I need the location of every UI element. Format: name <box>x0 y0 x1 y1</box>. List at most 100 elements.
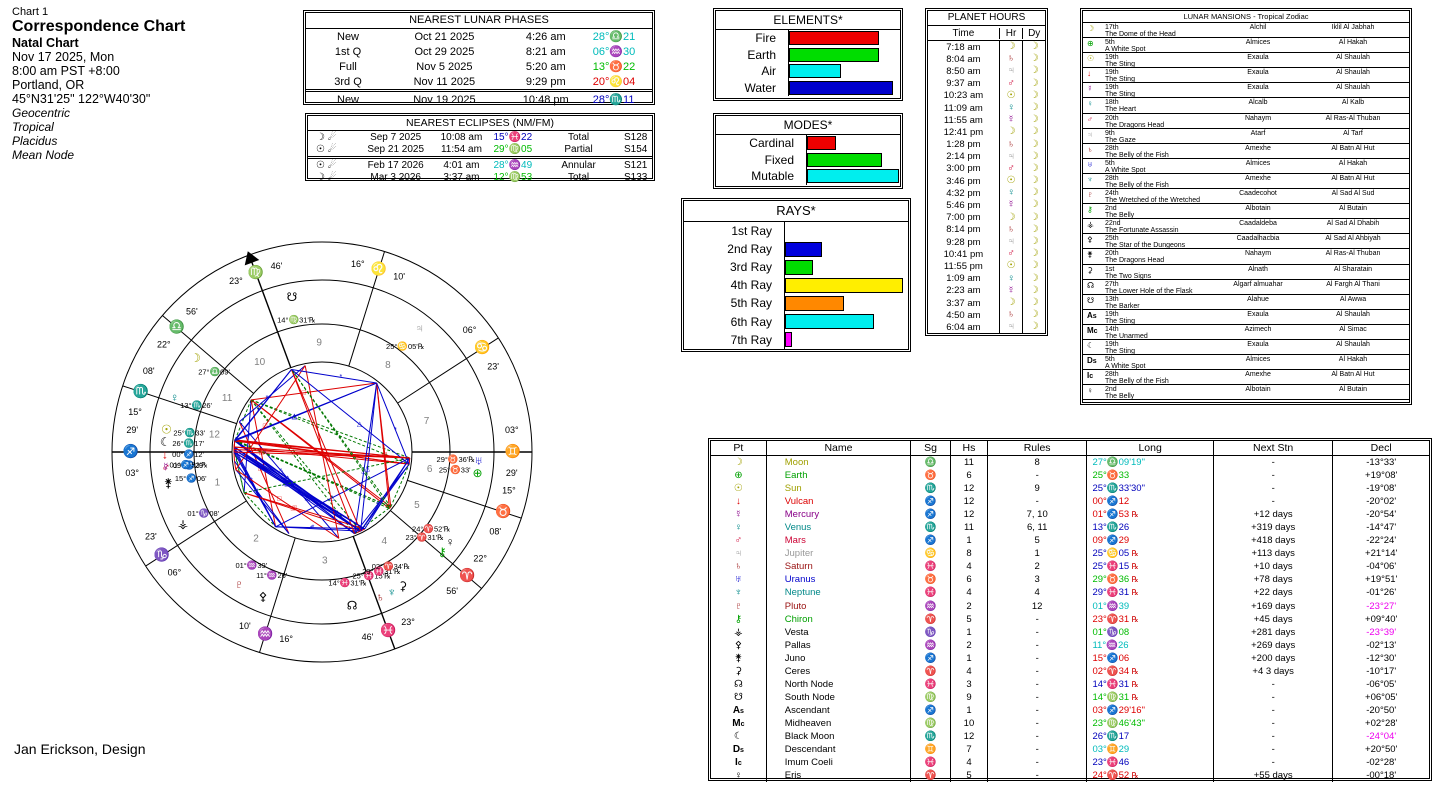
aspect-line-neptune-mc <box>291 369 362 532</box>
hour-time: 8:14 pm <box>946 224 981 236</box>
sign-glyph: ♍ <box>910 716 950 730</box>
mansion-planet-glyph: ♅ <box>1087 160 1093 168</box>
sign-glyph-tau: ♉ <box>924 574 937 586</box>
phase-name: 1st Q <box>334 45 362 58</box>
sign-glyph-pis: ♓ <box>924 561 937 573</box>
next-station: - <box>1212 703 1332 717</box>
retrograde-flag: ℞ <box>1129 692 1139 702</box>
wheel-planet-label-neptune: 29°♓31'℞ <box>362 566 401 576</box>
wheel-planet-label-vulcan: 00°♐12' <box>172 449 204 459</box>
bar-value <box>789 80 893 95</box>
house-number: 1 <box>950 703 987 717</box>
planet-position-row: ♃ Jupiter ♋ 8 1 25°♋05 ℞ +113 days +21°14' <box>711 547 1429 561</box>
lunar-mansion-row: ♃ 9th Atarf Al Tarf The Gaze <box>1083 129 1409 144</box>
rules-houses: 2 <box>986 560 1087 574</box>
longitude: 01°♒39 <box>1086 599 1212 613</box>
hour-time: 11:09 am <box>943 102 983 114</box>
degree-text: 27°♎09'19" <box>1092 457 1145 468</box>
rules-houses: 7, 10 <box>986 508 1087 522</box>
bar-zone <box>806 151 900 169</box>
degree-text: 25°♉33 <box>1092 470 1130 482</box>
wheel-planet-label-juno: 15°♐06' <box>175 473 207 483</box>
house-number: 10 <box>950 716 987 730</box>
degree-text: 09°♐29 <box>1092 535 1130 547</box>
planet-glyph-eris: ♀ <box>734 770 743 782</box>
sign-glyph: ♐ <box>910 651 950 665</box>
bar-label: Mutable <box>751 169 794 184</box>
planet-glyph-neptune: ♆ <box>1087 174 1093 184</box>
planet-name: Sun <box>765 482 910 496</box>
declination: -22°24' <box>1332 534 1429 548</box>
degree-text: 28°♎21 <box>592 31 636 43</box>
mansion-latin-name: Albotain <box>1245 205 1271 213</box>
day-ruler: ☽ <box>1022 260 1045 273</box>
hour-ruler: ♃ <box>998 150 1023 163</box>
cusp-minute: 29' <box>506 468 518 478</box>
phase-time: 4:26 am <box>525 30 566 43</box>
planet-glyph-saturn: ♄ <box>734 561 743 573</box>
mansion-latin-name: Amexhe <box>1245 144 1271 152</box>
planet-glyph-mars: ♂ <box>734 535 743 547</box>
lunar-mansion-row: ⚷ 2nd Albotain Al Butain The Belly <box>1083 204 1409 220</box>
day-ruler: ☽ <box>1022 65 1045 78</box>
bar-label: Cardinal <box>749 136 794 151</box>
phase-date: Oct 21 2025 <box>414 30 475 43</box>
aspect-line-black_moon-mc <box>234 369 292 442</box>
bar-value <box>789 47 880 62</box>
sign-glyph: ♑ <box>910 625 950 639</box>
aspect-line-black_moon-neptune <box>234 440 361 532</box>
planet-hours-table: PLANET HOURS Time Hr Dy 7:18 am ☽ ☽ 8:04 am… <box>925 8 1048 336</box>
longitude: 29°♉36 ℞ <box>1086 573 1212 587</box>
mansion-planet-glyph: ☿ <box>1087 85 1093 93</box>
header-long: Long <box>1086 441 1212 455</box>
retrograde-flag: ℞ <box>1129 614 1139 624</box>
aspect-line-sun-chiron <box>234 439 390 509</box>
retrograde-flag: ℞ <box>1129 510 1139 520</box>
planet-glyph-ic: Ic <box>735 757 742 769</box>
rules-houses: 1 <box>986 547 1087 561</box>
lunar-mansion-row: ☉ 19th Exaula Al Shaulah The Sting <box>1083 53 1409 69</box>
lunar-mansion-row: ☊ 27th Algarf almuahar Al Fargh Al Thani The… <box>1083 280 1409 295</box>
rules-houses: - <box>986 664 1087 678</box>
mansion-number: 13th <box>1105 295 1119 303</box>
planet-glyph-moon: ☽ <box>1006 211 1016 223</box>
aspect-line-mercury-vesta <box>233 449 245 493</box>
chart-zodiac: Tropical <box>12 120 54 134</box>
declination: -23°27' <box>1332 599 1429 613</box>
bar-row: 6th Ray <box>684 312 908 331</box>
planet-hour-row: 8:50 am ♃ ☽ <box>928 65 1045 78</box>
planet-glyph-ds: Ds <box>1087 356 1097 366</box>
phase-degree: 20°♌04 <box>593 75 652 88</box>
declination: -04°06' <box>1332 560 1429 574</box>
house-number-4: 4 <box>382 536 388 547</box>
cusp-degree: 06° <box>168 568 182 578</box>
aspect-glyph: * <box>247 436 250 443</box>
next-station: +55 days <box>1212 769 1332 783</box>
planet-glyph-north_node: ☊ <box>1087 280 1095 290</box>
pt-glyph: Ds <box>711 743 766 756</box>
cusp-sign-glyph-sag: ♐ <box>123 443 139 458</box>
mansion-latin-name: Caadalhacbia <box>1236 235 1280 243</box>
bar-label: 6th Ray <box>730 314 772 329</box>
planet-name: Descendant <box>765 743 910 757</box>
wheel-planet-glyph-venus: ♀ <box>170 390 179 404</box>
sign-glyph-sag: ♐ <box>924 496 937 508</box>
planet-position-row: ⚷ Chiron ♈ 5-23°♈31 ℞ +45 days +09°40' <box>711 612 1429 626</box>
credit: Jan Erickson, Design <box>14 741 146 757</box>
chart-number: Chart 1 <box>12 6 49 18</box>
degree-text: 12°♍53 <box>493 172 533 184</box>
modes-title: MODES* <box>716 116 900 135</box>
degree-text: 24°♈52 <box>1092 770 1130 782</box>
wheel-planet-label-ceres: 02°♈34'℞ <box>372 561 411 571</box>
lunar-mansion-row: ♀ 2nd Albotain Al Butain The Belly <box>1083 385 1409 401</box>
rules-houses: 9 <box>986 482 1087 496</box>
sign-glyph: ♈ <box>910 769 950 783</box>
planet-glyph-moon: ☽ <box>1029 162 1039 174</box>
lunar-mansion-row: ⚳ 1st Alnath Al Sharatain The Two Signs <box>1083 265 1409 280</box>
mansion-planet-glyph: ☉ <box>1087 55 1094 63</box>
bar-value <box>807 136 837 151</box>
aspect-line-saturn-mc <box>291 369 356 534</box>
hour-time: 1:28 pm <box>946 139 981 151</box>
mansion-number: 9th <box>1105 129 1115 137</box>
